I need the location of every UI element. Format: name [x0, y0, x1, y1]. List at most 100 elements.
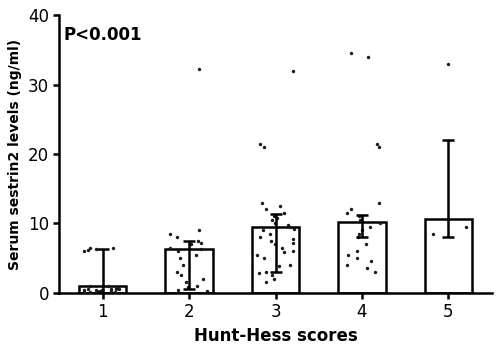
Point: [194, 238, 202, 244]
Point: [174, 248, 182, 254]
Point: [262, 280, 270, 285]
Point: [347, 50, 355, 56]
Point: [114, 285, 122, 291]
Point: [80, 287, 88, 293]
Point: [197, 240, 205, 246]
Point: [166, 231, 174, 237]
Point: [258, 200, 266, 205]
Point: [108, 286, 116, 291]
Point: [184, 284, 192, 290]
Point: [370, 269, 378, 275]
Point: [355, 214, 363, 219]
Bar: [252, 227, 300, 293]
Point: [270, 214, 278, 219]
Point: [98, 288, 106, 293]
Point: [96, 288, 104, 293]
Point: [172, 269, 180, 275]
Point: [107, 288, 115, 294]
Point: [444, 61, 452, 67]
Point: [276, 264, 283, 269]
Y-axis label: Serum sestrin2 levels (ng/ml): Serum sestrin2 levels (ng/ml): [8, 38, 22, 270]
Point: [354, 231, 362, 237]
Point: [256, 234, 264, 240]
Point: [116, 286, 124, 292]
Point: [429, 231, 437, 237]
Point: [278, 245, 286, 250]
Point: [98, 287, 106, 293]
Point: [354, 234, 362, 240]
Point: [376, 200, 384, 205]
Point: [352, 248, 360, 254]
Point: [272, 215, 280, 221]
Point: [197, 246, 205, 252]
Point: [364, 54, 372, 60]
Point: [344, 252, 352, 257]
Point: [280, 250, 288, 255]
Point: [262, 269, 270, 275]
Point: [262, 207, 270, 212]
Point: [268, 273, 276, 278]
Point: [254, 252, 262, 257]
Point: [182, 280, 190, 285]
Point: [362, 241, 370, 247]
Point: [86, 283, 94, 289]
Point: [280, 210, 288, 216]
X-axis label: Hunt-Hess scores: Hunt-Hess scores: [194, 327, 358, 345]
Point: [259, 227, 267, 233]
Point: [284, 222, 292, 228]
Point: [289, 68, 297, 74]
Point: [344, 210, 351, 216]
Point: [111, 289, 119, 294]
Bar: [424, 219, 472, 293]
Point: [166, 245, 174, 250]
Point: [176, 255, 184, 261]
Point: [286, 224, 294, 230]
Point: [256, 141, 264, 146]
Point: [266, 231, 274, 237]
Point: [286, 262, 294, 268]
Point: [268, 238, 276, 244]
Bar: [166, 249, 213, 293]
Point: [174, 287, 182, 293]
Point: [260, 144, 268, 150]
Point: [372, 141, 380, 146]
Point: [199, 276, 207, 282]
Point: [92, 287, 100, 293]
Point: [196, 67, 203, 72]
Point: [80, 289, 88, 295]
Point: [290, 226, 298, 232]
Point: [86, 289, 94, 295]
Point: [84, 286, 92, 291]
Point: [98, 288, 106, 294]
Bar: [79, 286, 126, 293]
Point: [86, 245, 94, 251]
Point: [289, 240, 297, 246]
Point: [366, 224, 374, 230]
Point: [179, 262, 187, 268]
Point: [290, 236, 298, 241]
Point: [260, 255, 268, 261]
Point: [343, 262, 351, 268]
Point: [188, 241, 196, 247]
Point: [270, 276, 278, 282]
Point: [92, 246, 100, 252]
Text: P<0.001: P<0.001: [64, 26, 142, 44]
Point: [84, 247, 92, 253]
Point: [80, 248, 88, 254]
Point: [104, 283, 112, 289]
Bar: [338, 222, 386, 293]
Point: [352, 255, 360, 261]
Point: [368, 259, 376, 264]
Point: [178, 273, 186, 278]
Point: [112, 286, 120, 292]
Point: [289, 248, 297, 254]
Point: [376, 221, 384, 226]
Point: [108, 245, 116, 250]
Point: [271, 241, 279, 247]
Point: [268, 217, 276, 223]
Point: [375, 144, 383, 150]
Point: [254, 270, 262, 276]
Point: [276, 203, 284, 209]
Point: [196, 227, 203, 233]
Point: [272, 221, 280, 226]
